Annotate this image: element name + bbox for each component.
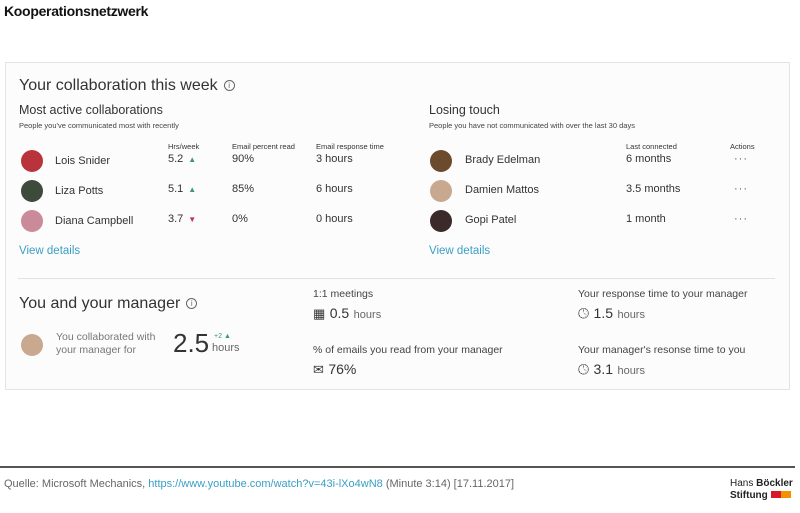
manager-avatar — [21, 334, 43, 356]
manager-title-text: You and your manager — [19, 295, 181, 312]
info-icon[interactable]: i — [223, 80, 235, 92]
hrs-value: 3.7 — [168, 213, 184, 225]
source-link[interactable]: https://www.youtube.com/watch?v=43i-lXo4… — [148, 478, 383, 490]
last-connected: 3.5 months — [626, 183, 681, 195]
losing-touch-title: Losing touch — [429, 103, 500, 117]
info-icon[interactable]: i — [186, 298, 198, 310]
section-divider — [18, 278, 775, 279]
avatar — [430, 180, 452, 202]
col-header-response: Email response time — [316, 142, 384, 151]
most-active-title: Most active collaborations — [19, 103, 163, 117]
collaborator-name[interactable]: Diana Campbell — [55, 215, 134, 227]
email-response-time: 6 hours — [316, 183, 353, 195]
collaborator-name[interactable]: Lois Snider — [55, 155, 111, 167]
mgr-response-unit: hours — [617, 365, 645, 377]
your-response-unit: hours — [617, 309, 645, 321]
contact-name[interactable]: Damien Mattos — [465, 184, 539, 196]
trend-down-icon: ▼ — [188, 215, 197, 224]
envelope-open-icon: ✉ — [313, 362, 324, 377]
collab-text-line2: your manager for — [56, 344, 136, 356]
collab-value: 2.5 — [173, 328, 210, 358]
avatar — [21, 180, 43, 202]
collab-delta-text: +2 — [214, 333, 222, 340]
avatar — [430, 150, 452, 172]
hrs-value: 5.2 — [168, 153, 184, 165]
emails-value-row: ✉ 76% — [313, 361, 356, 379]
collab-unit: hours — [212, 342, 240, 354]
collab-delta: +2 ▲ — [214, 333, 231, 340]
clock-icon: 🕓︎ — [578, 305, 590, 321]
hrs-week: 5.2 ▲ — [168, 153, 196, 165]
mgr-response-label: Your manager's resonse time to you — [578, 344, 746, 356]
more-actions-icon[interactable]: ··· — [734, 213, 748, 225]
logo-text-c: Stiftung — [730, 490, 768, 501]
hrs-week: 3.7 ▼ — [168, 213, 196, 225]
more-actions-icon[interactable]: ··· — [734, 153, 748, 165]
panel-title: Your collaboration this week i — [19, 77, 235, 95]
last-connected: 6 months — [626, 153, 672, 165]
email-response-time: 3 hours — [316, 153, 353, 165]
clock-icon: 🕓︎ — [578, 361, 590, 377]
source-prefix: Quelle: Microsoft Mechanics, — [4, 478, 149, 490]
emails-label: % of emails you read from your manager — [313, 344, 503, 356]
avatar — [21, 150, 43, 172]
collaboration-panel — [5, 62, 790, 390]
up-arrow-icon: ▲ — [223, 333, 231, 340]
logo-mark-icon — [770, 491, 791, 498]
meetings-value: 0.5 — [329, 305, 350, 321]
col-header-actions: Actions — [730, 142, 755, 151]
email-percent-read: 90% — [232, 153, 255, 165]
logo-text-b: Böckler — [756, 478, 793, 489]
panel-title-text: Your collaboration this week — [19, 77, 218, 94]
col-header-read: Email percent read — [232, 142, 295, 151]
meetings-unit: hours — [353, 309, 382, 321]
more-actions-icon[interactable]: ··· — [734, 183, 748, 195]
emails-value: 76% — [328, 361, 357, 377]
hrs-value: 5.1 — [168, 183, 184, 195]
col-header-hrs: Hrs/week — [168, 142, 200, 151]
most-active-subtitle: People you've communicated most with rec… — [19, 121, 179, 130]
source-citation: Quelle: Microsoft Mechanics, https://www… — [4, 478, 514, 490]
contact-name[interactable]: Brady Edelman — [465, 154, 541, 166]
manager-title: You and your manager i — [19, 295, 198, 313]
your-response-row: 🕓︎ 1.5 hours — [578, 305, 645, 323]
losing-touch-subtitle: People you have not communicated with ov… — [429, 121, 635, 130]
your-response-label: Your response time to your manager — [578, 288, 748, 300]
email-percent-read: 85% — [232, 183, 255, 195]
your-response-value: 1.5 — [593, 305, 613, 321]
hbs-logo: Hans Böckler Stiftung — [730, 478, 793, 502]
mgr-response-value: 3.1 — [593, 361, 613, 377]
source-suffix: (Minute 3:14) [17.11.2017] — [382, 478, 515, 490]
avatar — [430, 210, 452, 232]
mgr-response-row: 🕓︎ 3.1 hours — [578, 361, 645, 379]
hrs-week: 5.1 ▲ — [168, 183, 196, 195]
logo-text-a: Hans — [730, 478, 757, 489]
meetings-label: 1:1 meetings — [313, 288, 374, 300]
trend-up-icon: ▲ — [188, 155, 197, 164]
last-connected: 1 month — [626, 213, 666, 225]
contact-name[interactable]: Gopi Patel — [465, 214, 517, 226]
footer-divider — [0, 466, 795, 468]
collab-text: You collaborated with your manager for — [56, 331, 155, 357]
col-header-last-connected: Last connected — [626, 142, 677, 151]
view-details-losing-touch[interactable]: View details — [429, 245, 491, 257]
email-response-time: 0 hours — [316, 213, 353, 225]
view-details-most-active[interactable]: View details — [19, 245, 81, 257]
trend-up-icon: ▲ — [188, 185, 197, 194]
calendar-icon: ▦ — [313, 306, 326, 321]
collab-text-line1: You collaborated with — [56, 331, 156, 343]
page-title: Kooperationsnetzwerk — [4, 3, 149, 19]
avatar — [21, 210, 43, 232]
meetings-value-row: ▦ 0.5 hours — [313, 305, 381, 323]
email-percent-read: 0% — [232, 213, 248, 225]
collaborator-name[interactable]: Liza Potts — [55, 185, 104, 197]
